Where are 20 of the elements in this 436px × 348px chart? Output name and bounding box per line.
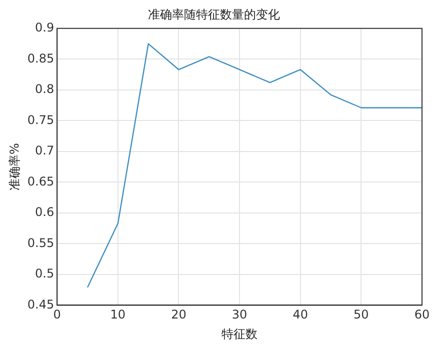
y-tick-label: 0.7	[35, 144, 54, 158]
x-axis-title: 特征数	[222, 326, 258, 341]
x-tick-label: 10	[110, 308, 126, 322]
y-tick-label: 0.45	[27, 297, 54, 312]
x-tick-label: 0	[53, 308, 61, 322]
y-tick-label: 0.85	[27, 51, 54, 66]
y-tick-label: 0.8	[35, 82, 54, 96]
y-tick-label: 0.5	[35, 266, 54, 281]
x-tick-label: 60	[414, 308, 430, 322]
x-tick-label: 40	[292, 308, 308, 322]
x-tick-label: 30	[232, 308, 248, 322]
y-tick-label: 0.55	[27, 236, 54, 250]
y-tick-label: 0.6	[35, 205, 54, 220]
x-tick-label: 50	[354, 308, 369, 322]
y-tick-label: 0.65	[27, 174, 54, 188]
x-tick-label: 20	[171, 308, 186, 322]
y-tick-label: 0.9	[35, 20, 54, 35]
y-axis-title: 准确率%	[7, 143, 22, 191]
y-tick-label: 0.75	[27, 112, 54, 127]
chart-title: 准确率随特征数量的变化	[148, 7, 280, 22]
